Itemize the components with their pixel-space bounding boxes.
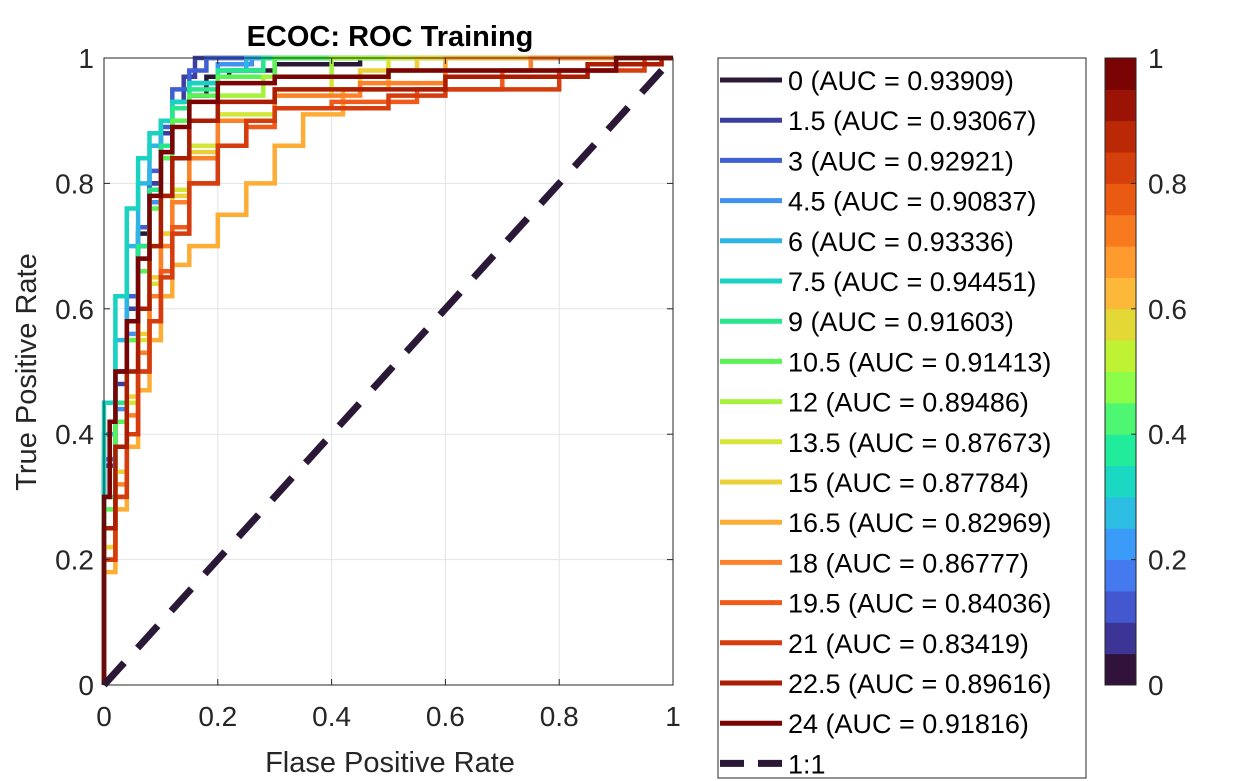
colorbar-segment xyxy=(1105,340,1136,372)
colorbar-segment xyxy=(1105,402,1136,435)
legend-entry-label: 9 (AUC = 0.91603) xyxy=(788,307,1014,337)
y-tick-label: 1 xyxy=(78,43,94,74)
plot-frame xyxy=(103,57,674,686)
colorbar: 0 0.2 0.4 0.6 0.8 1 xyxy=(1104,43,1187,701)
colorbar-tick-label: 0.6 xyxy=(1148,294,1187,325)
colorbar-segment xyxy=(1105,308,1136,341)
colorbar-segment xyxy=(1105,58,1136,90)
x-tick-label: 0 xyxy=(96,701,112,732)
x-tick-label: 0.6 xyxy=(426,701,465,732)
legend-entry-label: 18 (AUC = 0.86777) xyxy=(788,548,1029,578)
colorbar-segment xyxy=(1105,590,1136,623)
legend-entry-label: 4.5 (AUC = 0.90837) xyxy=(788,187,1036,217)
colorbar-segment xyxy=(1105,559,1136,592)
legend-entry-label: 6 (AUC = 0.93336) xyxy=(788,227,1014,257)
colorbar-tick-label: 0.4 xyxy=(1148,419,1187,450)
x-tick-label: 0.2 xyxy=(198,701,237,732)
colorbar-segment xyxy=(1105,152,1136,184)
colorbar-segment xyxy=(1105,465,1136,498)
colorbar-segment xyxy=(1105,434,1136,467)
colorbar-frame xyxy=(1104,57,1137,686)
legend-entry-label: 13.5 (AUC = 0.87673) xyxy=(788,428,1051,458)
colorbar-segment xyxy=(1105,277,1136,310)
legend-entry-label: 10.5 (AUC = 0.91413) xyxy=(788,347,1051,377)
colorbar-segment xyxy=(1105,496,1136,529)
axes: 0 0.2 0.4 0.6 0.8 1 0 0.2 0.4 0.6 0.8 1 xyxy=(55,43,681,732)
colorbar-tick-label: 0.8 xyxy=(1148,168,1187,199)
legend-entry-label: 16.5 (AUC = 0.82969) xyxy=(788,508,1051,538)
colorbar-segment xyxy=(1105,653,1136,686)
series-lines xyxy=(101,55,676,688)
colorbar-segment xyxy=(1105,622,1136,655)
colorbar-tick-label: 0.2 xyxy=(1148,545,1187,576)
legend-entry-label: 19.5 (AUC = 0.84036) xyxy=(788,589,1051,619)
y-tick-label: 0 xyxy=(78,670,94,701)
legend-entry-label: 1.5 (AUC = 0.93067) xyxy=(788,106,1036,136)
y-tick-label: 0.2 xyxy=(55,545,94,576)
colorbar-segment xyxy=(1105,183,1136,216)
legend-box xyxy=(717,57,1087,779)
roc-curve xyxy=(101,55,673,685)
colorbar-tick-label: 1 xyxy=(1148,43,1164,74)
colorbar-tick-label: 0 xyxy=(1148,670,1164,701)
colorbar-segment xyxy=(1105,214,1136,247)
legend-entry-label: 7.5 (AUC = 0.94451) xyxy=(788,267,1036,297)
legend: 0 (AUC = 0.93909) 1.5 (AUC = 0.93067) 3 (A… xyxy=(717,57,1087,779)
chart-title: ECOC: ROC Training xyxy=(247,21,534,53)
legend-entry-label: 3 (AUC = 0.92921) xyxy=(788,146,1014,176)
colorbar-segment xyxy=(1105,371,1136,404)
y-tick-label: 0.8 xyxy=(55,168,94,199)
y-tick-label: 0.4 xyxy=(55,419,94,450)
legend-entry-label: 22.5 (AUC = 0.89616) xyxy=(788,669,1051,699)
x-axis-label: Flase Positive Rate xyxy=(265,747,515,779)
colorbar-segment xyxy=(1105,246,1136,278)
y-tick-label: 0.6 xyxy=(55,294,94,325)
colorbar-segment xyxy=(1105,89,1136,122)
diagonal-reference-line xyxy=(101,55,676,688)
legend-entry-label: 0 (AUC = 0.93909) xyxy=(788,66,1014,96)
legend-entry-label: 12 (AUC = 0.89486) xyxy=(788,388,1029,418)
legend-entry-label: 21 (AUC = 0.83419) xyxy=(788,629,1029,659)
colorbar-segment xyxy=(1105,528,1136,561)
legend-entry-label: 1:1 xyxy=(788,749,826,779)
y-axis-label: True Positive Rate xyxy=(11,253,43,490)
x-tick-label: 0.4 xyxy=(312,701,351,732)
legend-entry-label: 24 (AUC = 0.91816) xyxy=(788,709,1029,739)
roc-curve xyxy=(101,55,673,685)
x-tick-label: 0.8 xyxy=(540,701,579,732)
colorbar-segment xyxy=(1105,120,1136,153)
x-tick-label: 1 xyxy=(665,701,681,732)
legend-entry-label: 15 (AUC = 0.87784) xyxy=(788,468,1029,498)
